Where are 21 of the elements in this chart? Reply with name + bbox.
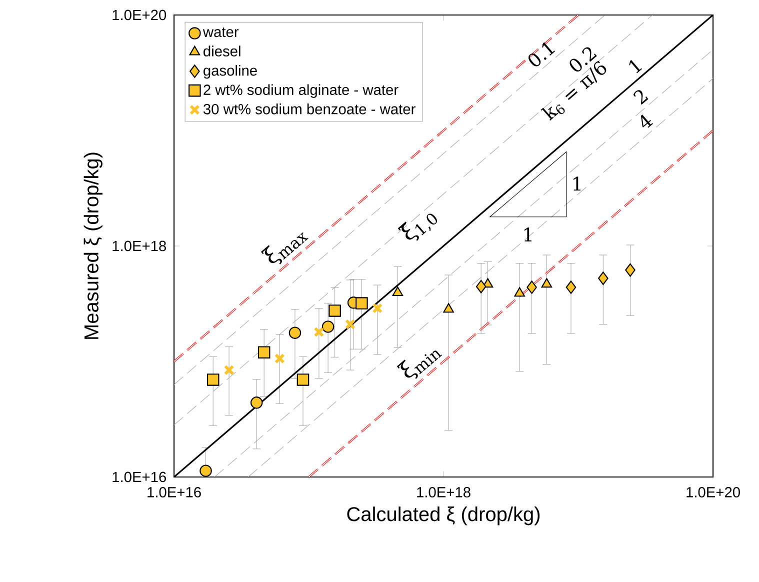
text: 1	[629, 60, 642, 74]
legend-label: 30 wt% sodium benzoate - water	[204, 104, 416, 114]
annotation: ξ̄$_{1,0}$	[398, 214, 438, 241]
text: 4	[640, 114, 654, 128]
y-tick-label: 1.0E+16	[112, 472, 166, 482]
y-tick-label: 1.0E+18	[112, 240, 166, 252]
annotation: 1	[524, 227, 532, 242]
legend-label: 2 wt% sodium alginate - water	[204, 84, 398, 98]
legend-label: water	[202, 28, 239, 38]
text: 2	[633, 90, 648, 105]
text: ξ$_{min}$	[396, 350, 442, 379]
text: 0.1	[528, 42, 556, 66]
x-tick-label: 1.0E+18	[417, 487, 470, 498]
x-tick-label: 1.0E+16	[148, 487, 201, 498]
x-tick-label: 1.0E+20	[686, 487, 740, 498]
x-axis-title: Calculated ξ (drop/kg)	[347, 506, 540, 526]
y-axis-title: Measured ξ (drop/kg)	[84, 152, 102, 339]
annotation: 1	[574, 176, 580, 191]
y-tick-label: 1.0E+20	[112, 10, 166, 20]
legend-label: gasoline	[204, 64, 257, 79]
legend-label: diesel	[204, 46, 240, 56]
